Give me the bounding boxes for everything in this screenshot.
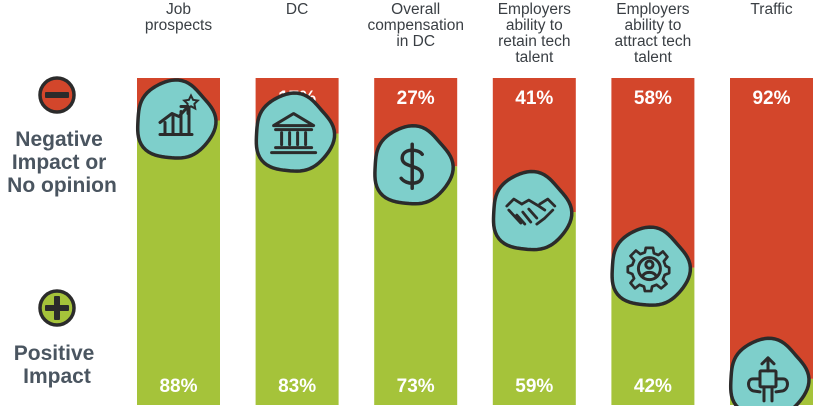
value-label-negative: 41% [515, 88, 553, 109]
bars [137, 78, 813, 405]
value-label-positive: 88% [159, 376, 197, 397]
bank-building-icon [254, 91, 337, 173]
value-labels: 13%88%17%83%27%73%41%59%58%42%92%7% [159, 88, 790, 397]
handshake-icon-glyph [505, 197, 557, 226]
category-label-line: in DC [396, 33, 435, 50]
category-label-line: Job [166, 1, 191, 18]
category-label: DC [286, 1, 308, 18]
category-label: Employers ability to attract tech talent [615, 1, 692, 66]
traffic-flow-icon [728, 336, 811, 406]
icon-badge [373, 123, 455, 206]
category-label-line: talent [515, 49, 554, 66]
plus-icon [38, 289, 76, 327]
category-label-line: Employers [498, 1, 571, 18]
legend-negative-label: Negative Impact or No opinion [7, 128, 117, 197]
legend-positive-label: Positive Impact [14, 342, 100, 388]
legend-positive-line: Impact [23, 365, 91, 388]
legend-negative-line: Negative [15, 128, 103, 151]
legend-negative-line: No opinion [7, 174, 117, 197]
category-label-line: Traffic [750, 1, 792, 18]
category-label-line: Overall [391, 1, 440, 18]
category-label-line: DC [286, 1, 308, 18]
bar-positive [137, 120, 220, 405]
category-label-line: retain tech [498, 33, 570, 50]
traffic-flow-icon-glyph [747, 356, 789, 403]
bar-negative [730, 78, 813, 379]
legend-negative-line: Impact or [12, 151, 107, 174]
bar-positive [255, 133, 339, 405]
handshake-icon [491, 169, 574, 252]
gear-person-icon [610, 225, 693, 307]
growth-chart-icon-glyph [158, 93, 200, 137]
value-label-positive: 42% [634, 376, 672, 397]
category-label-line: compensation [367, 17, 464, 34]
gear-person-icon-glyph [626, 246, 671, 293]
value-label-positive: 59% [515, 376, 553, 397]
bar-positive [374, 166, 458, 405]
icon-badge [491, 169, 574, 252]
dollar-sign-icon-glyph [399, 142, 424, 191]
value-label-positive: 83% [278, 376, 316, 397]
category-label: Job prospects [145, 1, 212, 34]
value-label-positive: 73% [397, 376, 435, 397]
category-label-line: prospects [145, 17, 212, 34]
icons [135, 78, 811, 406]
minus-icon [38, 76, 76, 114]
category-label: Overall compensation in DC [367, 1, 464, 50]
legend-positive-line: Positive [14, 342, 95, 365]
value-label-negative: 92% [752, 88, 790, 109]
bank-building-icon-glyph [270, 112, 318, 155]
category-label-line: talent [634, 49, 673, 66]
category-labels: Job prospects DC Overall compensation in DC Em… [145, 1, 793, 66]
value-label-negative: 27% [397, 88, 435, 109]
category-label-line: ability to [624, 17, 681, 34]
value-label-negative: 58% [634, 88, 672, 109]
legend: Negative Impact or No opinion Positive I… [7, 76, 117, 388]
category-label: Employers ability to retain tech talent [498, 1, 571, 66]
dollar-sign-icon [373, 123, 455, 206]
growth-chart-icon [135, 78, 218, 160]
category-label: Traffic [750, 1, 792, 18]
category-label-line: ability to [506, 17, 563, 34]
category-label-line: Employers [616, 1, 689, 18]
category-label-line: attract tech [615, 33, 692, 50]
